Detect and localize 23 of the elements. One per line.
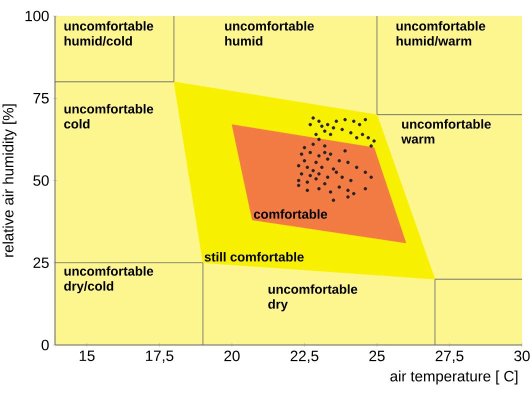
x-tick-label: 30 [514, 350, 530, 362]
y-axis-title: relative air humidity [%] [2, 104, 16, 257]
annotation: uncomfortable cold [64, 104, 154, 129]
annotation: uncomfortable warm [401, 119, 491, 144]
x-tick-label: 17,5 [146, 350, 174, 363]
x-tick-label: 25 [369, 350, 385, 362]
annotation: uncomfortable humid/cold [64, 21, 154, 46]
series-label: comfortable [254, 209, 328, 219]
x-axis-title: air temperature [ C] [390, 370, 518, 384]
y-tick-label: 50 [33, 175, 49, 186]
x-tick-label: 27,5 [436, 350, 464, 363]
y-tick-label: 75 [34, 93, 49, 104]
y-tick-label: 0 [42, 340, 49, 350]
annotation: uncomfortable humid/warm [396, 21, 486, 46]
series-label: still comfortable [204, 252, 304, 262]
annotation: uncomfortable dry [268, 284, 358, 312]
x-tick-label: 20 [224, 350, 240, 362]
annotation: uncomfortable humid [225, 21, 314, 46]
x-tick-label: 15 [80, 350, 95, 362]
y-tick-label: 25 [33, 257, 49, 268]
annotation: uncomfortable dry/cold [64, 266, 154, 294]
y-tick-label: 100 [26, 10, 49, 22]
x-tick-label: 22,5 [290, 350, 318, 363]
